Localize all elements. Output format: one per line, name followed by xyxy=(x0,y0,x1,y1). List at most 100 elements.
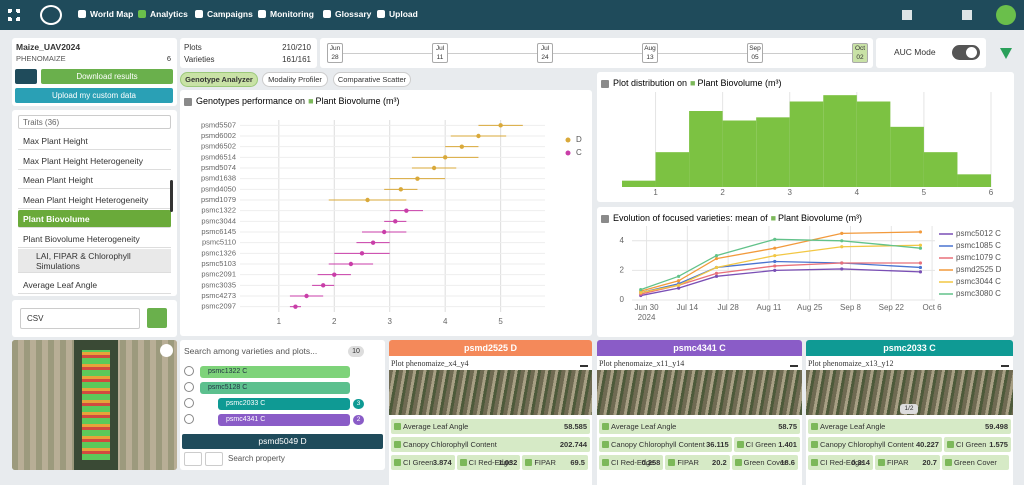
date-marker[interactable]: Jul 11 xyxy=(432,43,448,63)
nav-item[interactable]: Monitoring xyxy=(258,9,314,19)
nav-item[interactable]: Glossary xyxy=(323,9,371,19)
trait-cell: Average Leaf Angle 58.75 xyxy=(599,419,800,434)
trait-name: CI Green xyxy=(955,440,987,449)
trait-cell: FIPAR 20.2 xyxy=(665,455,730,470)
x-tick-label: Jul 28 xyxy=(717,303,739,312)
variety-chip[interactable]: psmc5128 C xyxy=(200,382,350,394)
legend-label: psmc3080 C xyxy=(956,289,1001,298)
trait-icon xyxy=(394,441,401,448)
favorite-star[interactable] xyxy=(184,414,194,424)
trait-value: 1.032 xyxy=(498,458,518,467)
download-icon[interactable] xyxy=(790,359,798,367)
download-icon[interactable] xyxy=(580,359,588,367)
download-button[interactable]: Download results xyxy=(41,69,173,84)
bar xyxy=(856,101,891,187)
date-marker[interactable]: Oct 02 xyxy=(852,43,868,63)
variety-chip[interactable]: psmc1322 C xyxy=(200,366,350,378)
date-marker[interactable]: Jun 28 xyxy=(327,43,343,63)
title-icon xyxy=(184,98,192,106)
tab[interactable]: Genotype Analyzer xyxy=(180,72,258,87)
trait-item[interactable]: Average Leaf Angle xyxy=(18,276,171,294)
trait-item[interactable]: Max Plant Height xyxy=(18,132,171,150)
variety-badge: 2 xyxy=(353,415,364,425)
filter-icon[interactable] xyxy=(1000,48,1012,59)
date-marker[interactable]: Jul 24 xyxy=(537,43,553,63)
trait-cell: FIPAR 20.7 xyxy=(874,455,940,470)
apps-icon[interactable] xyxy=(8,9,20,21)
legend-label: psmd2525 D xyxy=(956,265,1002,274)
nav-item[interactable]: Analytics xyxy=(138,9,188,19)
trait-value: 59.498 xyxy=(985,422,1008,431)
point xyxy=(840,245,844,249)
trait-cell: Canopy Chlorophyll Content 40.227 xyxy=(808,437,942,452)
date-day: 11 xyxy=(436,54,444,61)
nav-item[interactable]: World Map xyxy=(78,9,133,19)
delete-button[interactable] xyxy=(184,452,202,466)
varieties-panel: Search among varieties and plots... 10 p… xyxy=(180,340,385,470)
map-plots xyxy=(82,350,110,460)
date-day: 13 xyxy=(646,54,654,61)
x-tick-label: Oct 6 xyxy=(923,303,943,312)
favorite-star[interactable] xyxy=(184,366,194,376)
add-variety[interactable]: psmd5049 D xyxy=(182,434,383,449)
logo[interactable] xyxy=(40,5,62,25)
plot-name: Plot phenomaize_x13_y12 xyxy=(808,359,894,368)
trait-item[interactable]: Mean Plant Height xyxy=(18,171,171,189)
varieties-label: Varieties xyxy=(184,55,215,64)
add-variety-label: psmd5049 D xyxy=(258,436,307,446)
tab[interactable]: Comparative Scatter xyxy=(333,72,411,87)
trait-value: 1.575 xyxy=(989,440,1008,449)
settings-button[interactable] xyxy=(15,69,37,84)
favorite-star[interactable] xyxy=(184,382,194,392)
nav-item[interactable]: Campaigns xyxy=(195,9,253,19)
favorite-star[interactable] xyxy=(184,398,194,408)
nav-item[interactable]: Upload xyxy=(377,9,418,19)
trait-icon xyxy=(459,459,467,466)
date-day: 05 xyxy=(751,54,759,61)
trait-value: 1.401 xyxy=(778,440,797,449)
variety-card: psmd2525 D Plot phenomaize_x4_y4 Average L… xyxy=(389,340,592,485)
trait-icon: ■ xyxy=(308,96,313,106)
y-tick-label: psmd5074 xyxy=(201,163,236,172)
nav-label: Glossary xyxy=(335,9,372,19)
nav-icons[interactable] xyxy=(902,10,972,20)
fullscreen-button[interactable] xyxy=(160,344,173,357)
download-icon[interactable] xyxy=(1001,359,1009,367)
point xyxy=(498,123,503,128)
trait-item[interactable]: Plant Biovolume xyxy=(18,210,171,228)
upload-button[interactable]: Upload my custom data xyxy=(15,88,173,103)
traits-panel: Traits (36) Max Plant Height Max Plant He… xyxy=(12,110,177,296)
point xyxy=(714,254,719,258)
trait-item[interactable]: Mean Plant Height Heterogeneity xyxy=(18,191,171,209)
y-tick-label: psmc1322 xyxy=(201,206,236,215)
date-marker[interactable]: Sep 05 xyxy=(747,43,763,63)
format-select[interactable]: CSV xyxy=(20,308,140,329)
avatar[interactable] xyxy=(996,5,1016,25)
point xyxy=(677,283,681,287)
date-month: Jul xyxy=(540,45,550,52)
trait-value: 69.5 xyxy=(570,458,585,467)
traits-search[interactable]: Traits (36) xyxy=(18,115,171,129)
auc-toggle[interactable] xyxy=(952,45,980,60)
variety-chip[interactable]: psmc4341 C xyxy=(218,414,350,426)
property-search[interactable]: Search property xyxy=(228,454,285,463)
export-button[interactable] xyxy=(147,308,167,328)
y-tick-label: psmc4273 xyxy=(201,291,236,300)
trait-item[interactable]: Canopy Chlorophyll Content xyxy=(18,296,171,297)
project-card: Maize_UAV2024 PHENOMAIZE 6 Download resu… xyxy=(12,38,177,106)
point xyxy=(840,261,844,265)
variety-chip[interactable]: psmc2033 C xyxy=(218,398,350,410)
y-tick-label: psmc5103 xyxy=(201,259,236,268)
x-tick-label: Aug 25 xyxy=(797,303,823,312)
nav-icon xyxy=(78,10,86,18)
trait-name: FIPAR xyxy=(886,458,909,467)
trait-item[interactable]: Max Plant Height Heterogeneity xyxy=(18,152,171,170)
hide-button[interactable] xyxy=(205,452,223,466)
date-marker[interactable]: Aug 13 xyxy=(642,43,658,63)
nav-label: Monitoring xyxy=(270,9,314,19)
auc-label: AUC Mode xyxy=(894,47,936,57)
trait-cell: Canopy Chlorophyll Content 202.744 xyxy=(391,437,590,452)
trait-item[interactable]: Plant Biovolume Heterogeneity xyxy=(18,230,171,248)
tab[interactable]: Modality Profiler xyxy=(262,72,328,87)
varieties-search[interactable]: Search among varieties and plots... xyxy=(184,346,318,356)
